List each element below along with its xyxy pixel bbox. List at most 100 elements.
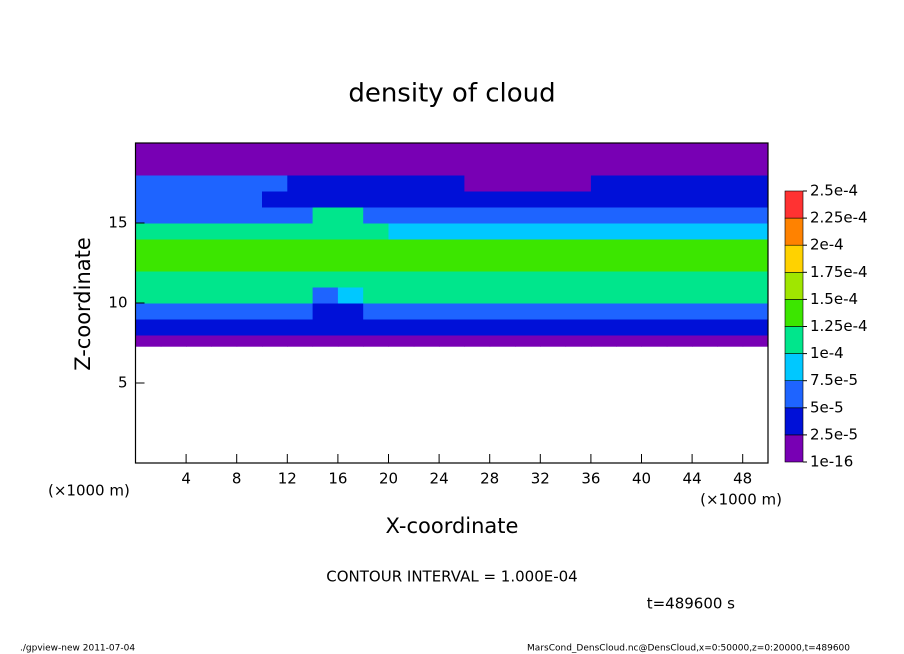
heat-cell xyxy=(312,191,339,208)
heat-cell xyxy=(616,239,642,256)
heat-cell xyxy=(413,239,440,256)
heat-cell xyxy=(160,303,187,320)
heat-cell xyxy=(717,335,744,347)
heat-cell xyxy=(262,287,288,304)
heat-cell xyxy=(363,159,389,176)
heat-cell xyxy=(742,207,769,224)
heat-cell xyxy=(666,239,693,256)
heat-cell xyxy=(388,271,415,288)
heat-cell xyxy=(717,287,744,304)
heat-cell xyxy=(540,159,567,176)
colorbar-bin xyxy=(784,326,804,354)
heat-cell xyxy=(312,143,339,160)
heat-cell xyxy=(337,335,364,347)
heat-cell xyxy=(641,303,668,320)
heat-cell xyxy=(641,159,668,176)
heat-cell xyxy=(363,335,389,347)
colorbar-bin xyxy=(784,434,804,463)
heat-cell xyxy=(413,303,440,320)
heat-cell xyxy=(363,255,389,272)
heat-cell xyxy=(464,319,491,336)
heat-cell xyxy=(388,191,415,208)
colorbar-label: 2.5e-5 xyxy=(810,425,858,443)
heat-cell xyxy=(641,271,668,288)
heat-cell xyxy=(287,159,314,176)
heat-cell xyxy=(666,335,693,347)
heat-cell xyxy=(540,191,567,208)
heat-cell xyxy=(287,303,314,320)
heat-cell xyxy=(489,207,516,224)
heat-cell xyxy=(616,159,642,176)
heat-cell xyxy=(666,303,693,320)
heat-cell xyxy=(439,175,465,192)
heat-cell xyxy=(186,319,212,336)
heat-cell xyxy=(489,143,516,160)
heat-cell xyxy=(717,239,744,256)
x-unit: (×1000 m) xyxy=(700,491,782,509)
heat-cell xyxy=(515,319,541,336)
heat-cell xyxy=(616,175,642,192)
heat-cell xyxy=(312,207,339,224)
heat-cell xyxy=(717,175,744,192)
heat-cell xyxy=(186,191,212,208)
colorbar-label: 1.5e-4 xyxy=(810,290,858,308)
heat-cell xyxy=(590,175,617,192)
heat-cell xyxy=(717,143,744,160)
footer-left: ./gpview-new 2011-07-04 xyxy=(20,644,135,654)
heat-cell xyxy=(540,223,567,240)
heat-cell xyxy=(337,159,364,176)
y-unit: (×1000 m) xyxy=(48,482,130,500)
heat-cell xyxy=(616,191,642,208)
heat-cell xyxy=(616,143,642,160)
heat-cell xyxy=(464,207,491,224)
colorbar-label: 2.25e-4 xyxy=(810,209,868,227)
heat-cell xyxy=(413,143,440,160)
heat-cell xyxy=(616,319,642,336)
colorbar-label: 1.75e-4 xyxy=(810,263,868,281)
heat-cell xyxy=(742,175,769,192)
heat-cell xyxy=(540,335,567,347)
heat-cell xyxy=(692,143,718,160)
x-tick-label: 40 xyxy=(632,470,651,488)
heat-cell xyxy=(439,239,465,256)
heat-cell xyxy=(236,255,263,272)
heat-cell xyxy=(489,175,516,192)
heat-cell xyxy=(262,239,288,256)
heat-cell xyxy=(312,287,339,304)
heat-cell xyxy=(337,287,364,304)
heat-cell xyxy=(211,223,238,240)
heat-cell xyxy=(236,303,263,320)
heat-cell xyxy=(388,175,415,192)
heat-cell xyxy=(717,271,744,288)
heat-cell xyxy=(236,159,263,176)
heat-cell xyxy=(312,335,339,347)
heat-cell xyxy=(363,175,389,192)
heat-cell xyxy=(616,207,642,224)
heat-cell xyxy=(363,223,389,240)
x-tick-label: 36 xyxy=(581,470,600,488)
heat-cell xyxy=(666,271,693,288)
heat-cell xyxy=(489,303,516,320)
heat-cell xyxy=(590,319,617,336)
heat-cell xyxy=(337,223,364,240)
heat-cell xyxy=(337,303,364,320)
heat-cell xyxy=(616,335,642,347)
heat-cell xyxy=(540,255,567,272)
heat-cell xyxy=(211,239,238,256)
heat-cell xyxy=(666,207,693,224)
heat-cell xyxy=(363,191,389,208)
heat-cell xyxy=(287,319,314,336)
heat-cell xyxy=(312,239,339,256)
colorbar-bin xyxy=(784,271,804,300)
heat-cell xyxy=(616,255,642,272)
heat-cell xyxy=(590,143,617,160)
heat-cell xyxy=(287,191,314,208)
heat-cell xyxy=(160,207,187,224)
heat-cell xyxy=(388,207,415,224)
footer-right: MarsCond_DensCloud.nc@DensCloud,x=0:5000… xyxy=(527,644,850,654)
heat-cell xyxy=(388,319,415,336)
heat-cell xyxy=(287,207,314,224)
x-tick-label: 12 xyxy=(278,470,297,488)
heat-cell xyxy=(540,303,567,320)
heat-cell xyxy=(413,335,440,347)
